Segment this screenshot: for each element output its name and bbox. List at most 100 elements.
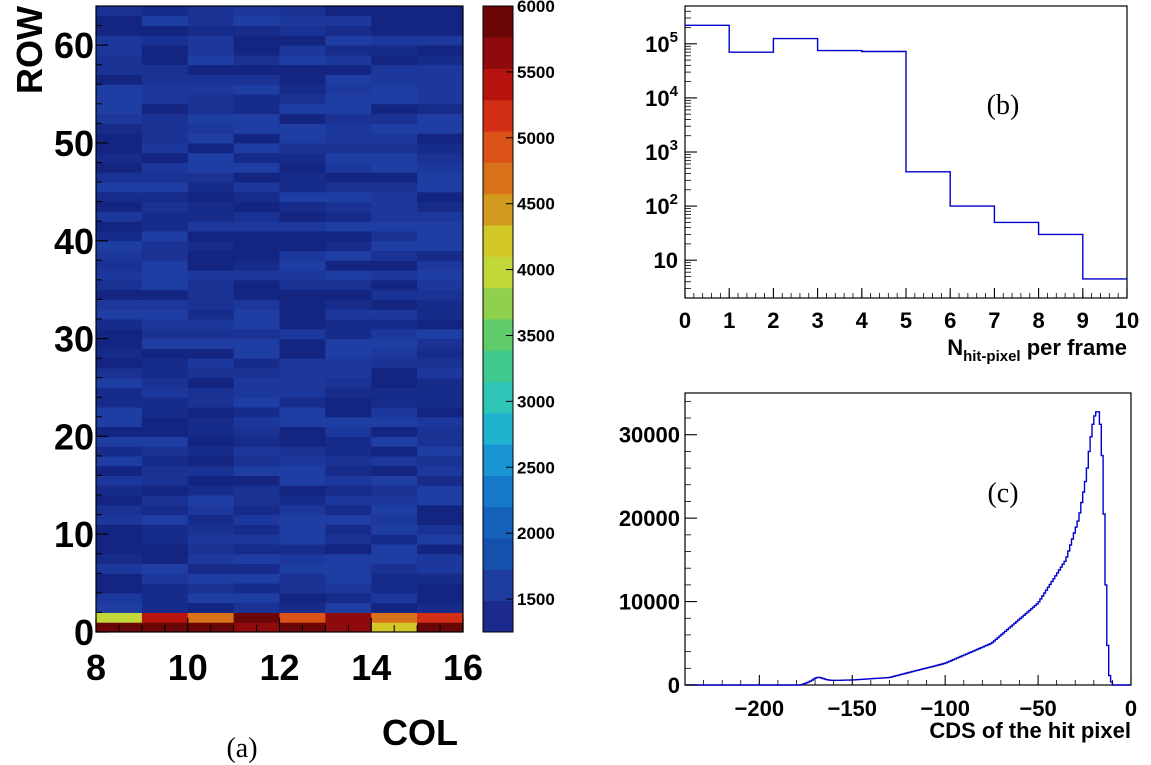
heatmap-cell xyxy=(141,289,189,300)
y-tick-label: 50 xyxy=(54,123,94,164)
heatmap-cell xyxy=(233,299,281,310)
heatmap-cell xyxy=(96,543,143,555)
heatmap-cell xyxy=(141,279,189,291)
heatmap-cell xyxy=(96,485,143,496)
heatmap-cell xyxy=(141,358,189,369)
heatmap-cell xyxy=(325,553,372,565)
heatmap-cell xyxy=(417,475,464,486)
heatmap-cell xyxy=(371,338,418,349)
heatmap-cell xyxy=(187,426,235,437)
y-tick-label: 0 xyxy=(74,612,94,653)
heatmap-cell xyxy=(187,583,235,594)
heatmap-cell xyxy=(279,54,326,66)
heatmap-cell xyxy=(371,319,418,330)
heatmap-cell xyxy=(325,35,372,46)
heatmap-cell xyxy=(371,182,418,193)
heatmap-cell xyxy=(279,123,326,134)
heatmap-cell xyxy=(279,358,326,369)
heatmap-cell xyxy=(141,240,189,252)
heatmap-cell xyxy=(96,455,143,467)
heatmap-cell xyxy=(371,123,418,134)
heatmap-cell xyxy=(371,377,418,388)
heatmap-cell xyxy=(96,221,143,232)
heatmap-cell xyxy=(279,612,326,623)
heatmap-cell xyxy=(371,416,418,428)
heatmap-cell xyxy=(417,221,464,232)
heatmap-cell xyxy=(141,563,189,574)
heatmap-cell xyxy=(187,240,235,252)
heatmap-cell xyxy=(96,201,143,212)
panel-a: 1500 2000 2500 3000 3500 4000 4500 5000 5500 6000… xyxy=(9,0,555,764)
heatmap-cell xyxy=(371,543,418,555)
heatmap-cell xyxy=(233,319,281,330)
heatmap-cell xyxy=(371,407,418,418)
heatmap-cell xyxy=(371,221,418,232)
heatmap-cell xyxy=(233,123,281,134)
heatmap-cell xyxy=(141,612,189,623)
heatmap-cell xyxy=(141,142,189,154)
heatmap-cell xyxy=(371,348,418,359)
heatmap-cell xyxy=(371,211,418,222)
colorbar-segment xyxy=(483,256,513,289)
heatmap-cell xyxy=(141,201,189,212)
heatmap-cell xyxy=(279,475,326,486)
heatmap-cell xyxy=(371,103,418,115)
heatmap-cell xyxy=(279,563,326,574)
heatmap-cell xyxy=(96,172,143,183)
heatmap-cell xyxy=(325,543,372,555)
heatmap-cell xyxy=(233,309,281,320)
hist-b-series xyxy=(685,24,1127,280)
heatmap-cell xyxy=(371,514,418,525)
heatmap-cell xyxy=(325,123,372,134)
caption-c: (c) xyxy=(987,478,1018,509)
heatmap-cell xyxy=(96,94,143,105)
heatmap-cell xyxy=(417,64,464,75)
heatmap-cell xyxy=(141,15,189,27)
heatmap-cell xyxy=(141,123,189,134)
heatmap-cell xyxy=(233,495,281,506)
heatmap-cell xyxy=(187,45,235,56)
heatmap-cell xyxy=(279,426,326,437)
heatmap-cell xyxy=(96,573,143,584)
heatmap-cell xyxy=(371,84,418,95)
heatmap-cell xyxy=(187,348,235,359)
heatmap-cell xyxy=(417,416,464,428)
heatmap-cell xyxy=(279,64,326,75)
x-tick-label: 4 xyxy=(856,308,869,333)
heatmap-cell xyxy=(96,45,143,56)
heatmap-cell xyxy=(417,583,464,594)
heatmap-cell xyxy=(371,250,418,261)
heatmap-cell xyxy=(141,338,189,349)
heatmap-cell xyxy=(417,74,464,85)
heatmap-cell xyxy=(233,485,281,496)
heatmap-cell xyxy=(141,426,189,437)
heatmap-cell xyxy=(279,250,326,261)
heatmap-cell xyxy=(417,348,464,359)
heatmap-cell xyxy=(187,54,235,66)
heatmap-cell xyxy=(417,426,464,437)
heatmap-cell xyxy=(141,475,189,486)
heatmap-cell xyxy=(187,612,235,623)
heatmap-cell xyxy=(187,602,235,613)
heatmap-cell xyxy=(279,221,326,232)
heatmap-cell xyxy=(96,113,143,124)
heatmap-cells xyxy=(96,6,464,633)
heatmap-cell xyxy=(279,94,326,105)
heatmap-cell xyxy=(96,191,143,203)
heatmap-cell xyxy=(325,64,372,75)
heatmap-cell xyxy=(325,133,372,144)
heatmap-cell xyxy=(371,74,418,85)
heatmap-cell xyxy=(279,397,326,408)
colorbar-segment xyxy=(483,381,513,414)
heatmap-cell xyxy=(279,485,326,496)
heatmap-cell xyxy=(187,358,235,369)
heatmap-cell xyxy=(96,103,143,115)
heatmap-cell xyxy=(187,524,235,535)
heatmap-cell xyxy=(325,612,372,623)
heatmap-cell xyxy=(325,182,372,193)
colorbar-segment xyxy=(483,569,513,602)
x-tick-label: 12 xyxy=(259,647,299,688)
heatmap-cell xyxy=(325,250,372,261)
